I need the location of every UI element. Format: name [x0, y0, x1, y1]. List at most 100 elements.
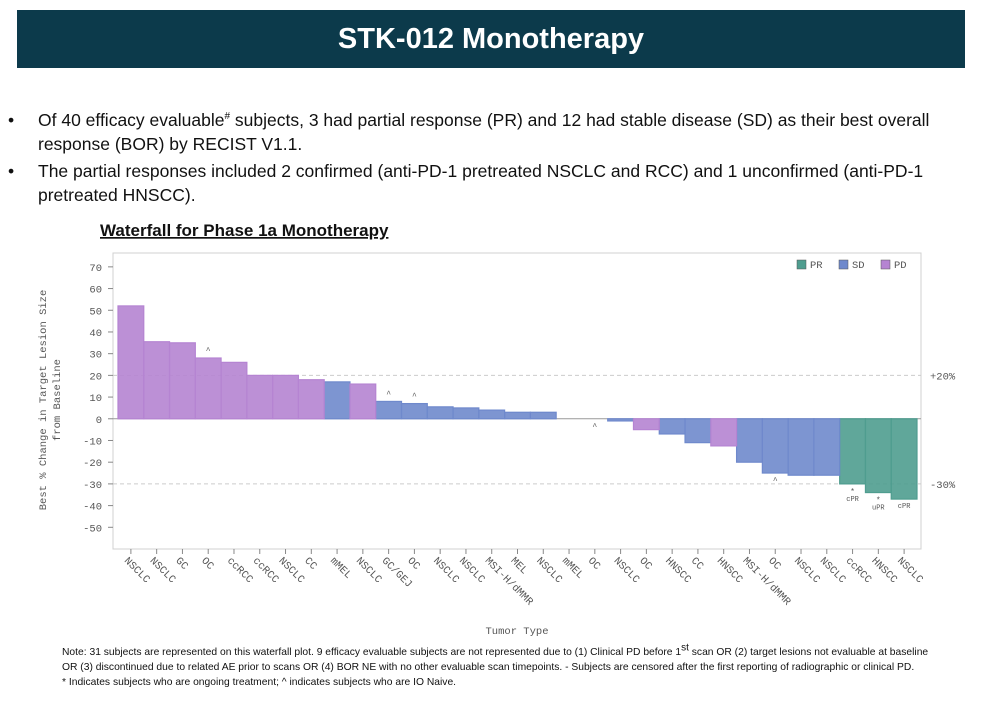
chart: Waterfall for Phase 1a Monotherapy -50 -4…: [38, 221, 956, 638]
bar: [323, 381, 351, 420]
bar: [710, 418, 738, 447]
reference-label: +20%: [930, 371, 956, 383]
marker: ^: [592, 423, 597, 432]
bullet-text: The partial responses included 2 confirm…: [38, 161, 924, 205]
bullet: The partial responses included 2 confirm…: [8, 159, 958, 207]
bar: [297, 379, 325, 420]
bar: [864, 418, 892, 494]
x-tick-label: NSCLC: [611, 555, 642, 586]
x-tick-label: CC: [301, 555, 318, 572]
x-tick-label: NSCLC: [121, 555, 152, 586]
x-tick-label: NSCLC: [276, 555, 307, 586]
y-tick-label: 30: [89, 350, 102, 362]
x-tick-label: OC: [765, 555, 782, 572]
x-axis-label: Tumor Type: [485, 626, 548, 638]
note: Note: 31 subjects are represented on thi…: [62, 642, 932, 690]
x-tick-label: NSCLC: [791, 555, 822, 586]
y-tick-label: 50: [89, 306, 102, 318]
x-tick-label: ccRCC: [843, 555, 874, 586]
y-tick-label: 20: [89, 371, 102, 383]
x-tick-label: GC: [173, 555, 190, 572]
bar: [246, 374, 274, 420]
y-tick-label: -10: [83, 436, 102, 448]
bar: [143, 341, 171, 420]
bullet-text: Of 40 efficacy evaluable: [38, 110, 225, 130]
x-tick-label: NSCLC: [817, 555, 848, 586]
y-tick-label: 70: [89, 263, 102, 275]
y-tick-label: 60: [89, 285, 102, 297]
bar: [272, 374, 300, 420]
x-tick-label: NSCLC: [894, 555, 925, 586]
note-text: Note: 31 subjects are represented on thi…: [62, 642, 932, 675]
response-label: uPR: [872, 505, 885, 513]
y-axis-label: Best % Change in Target Lesion Size: [38, 290, 50, 511]
x-tick-label: NSCLC: [353, 555, 384, 586]
y-tick-label: 10: [89, 393, 102, 405]
reference-label: -30%: [930, 480, 956, 492]
x-tick-label: HNSCC: [869, 555, 900, 586]
bar: [220, 361, 248, 420]
bar: [761, 418, 789, 474]
bar: [426, 406, 454, 420]
bar: [400, 402, 428, 420]
marker: ^: [386, 390, 391, 399]
legend-label: PR: [810, 260, 823, 272]
bar: [375, 400, 403, 420]
y-tick-label: -30: [83, 480, 102, 492]
bar: [478, 409, 506, 420]
legend-label: SD: [852, 260, 865, 272]
marker: *: [850, 488, 855, 497]
x-tick-label: MEL: [508, 555, 530, 577]
legend-swatch: [880, 259, 891, 270]
bar: [787, 418, 815, 476]
x-tick-label: CC: [688, 555, 705, 572]
bar: [632, 418, 660, 431]
bar: [735, 418, 763, 463]
y-axis-label: from Baseline: [52, 359, 64, 441]
note-part: scan OR (2) target lesions not evaluable…: [62, 647, 929, 673]
marker: *: [876, 497, 881, 506]
x-tick-label: OC: [405, 555, 422, 572]
marker: ^: [773, 477, 778, 486]
note-part: Note: 31 subjects are represented on thi…: [62, 647, 682, 658]
bullet-text: subjects, 3 had partial response (PR) an…: [38, 110, 930, 154]
bar: [607, 418, 635, 422]
bar: [194, 357, 222, 420]
x-tick-label: NSCLC: [147, 555, 178, 586]
bullet-list: Of 40 efficacy evaluable# subjects, 3 ha…: [8, 108, 958, 210]
title: STK-012 Monotherapy: [337, 22, 645, 55]
header-bar: STK-012 Monotherapy: [17, 10, 965, 68]
bullet: Of 40 efficacy evaluable# subjects, 3 ha…: [8, 108, 958, 156]
superscript: st: [681, 642, 689, 654]
marker: ^: [206, 347, 211, 356]
x-tick-label: OC: [198, 555, 215, 572]
response-label: cPR: [846, 496, 859, 504]
x-tick-label: OC: [585, 555, 602, 572]
note-text: * Indicates subjects who are ongoing tre…: [62, 677, 457, 688]
bar: [168, 342, 196, 420]
bar: [504, 411, 531, 420]
bar: [890, 418, 918, 500]
x-tick-label: ccRCC: [224, 555, 255, 586]
x-tick-label: NSCLC: [456, 555, 487, 586]
legend-swatch: [796, 259, 807, 270]
legend-label: PD: [894, 260, 907, 272]
x-tick-label: NSCLC: [533, 555, 564, 586]
x-tick-label: HNSCC: [662, 555, 693, 586]
marker: ^: [412, 393, 417, 402]
bar: [117, 305, 145, 420]
chart-title: Waterfall for Phase 1a Monotherapy: [100, 221, 389, 240]
x-tick-label: OC: [637, 555, 654, 572]
y-tick-label: -50: [83, 523, 102, 535]
bar: [684, 418, 712, 444]
x-tick-label: HNSCC: [714, 555, 745, 586]
y-tick-label: -40: [83, 502, 102, 514]
x-tick-label: mMEL: [327, 555, 353, 581]
bar: [349, 383, 377, 420]
bar: [529, 411, 557, 420]
bar: [813, 418, 841, 476]
bar: [839, 418, 867, 485]
x-tick-label: ccRCC: [250, 555, 281, 586]
response-label: cPR: [898, 503, 911, 511]
